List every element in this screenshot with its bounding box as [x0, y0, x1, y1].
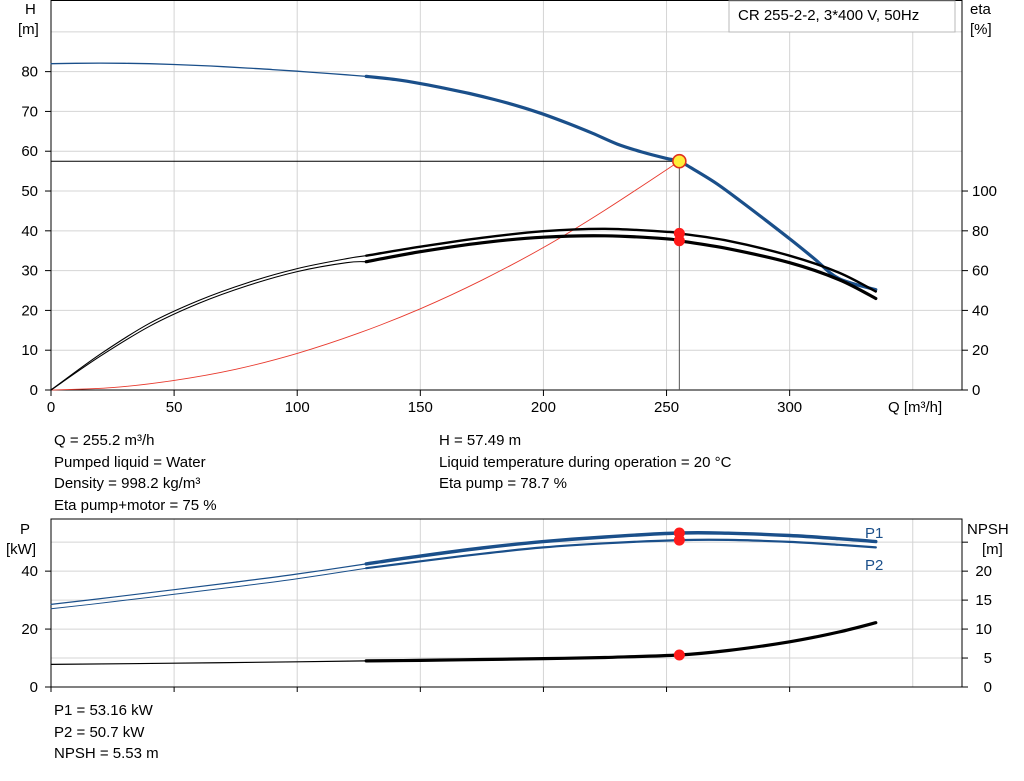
y-left-tick-label: 60: [21, 143, 38, 160]
plot-frames: [50, 0, 963, 688]
info-top-right: H = 57.49 m Liquid temperature during op…: [439, 430, 731, 495]
p-tick-label: 40: [21, 563, 38, 580]
top-ylabel-left-2: [m]: [18, 21, 39, 38]
operating-markers: [672, 153, 687, 661]
x-tick-label: 150: [408, 399, 433, 416]
y-left-tick-label: 70: [21, 103, 38, 120]
bottom-ylabel-right-1: NPSH: [967, 521, 1009, 538]
data-series: [50, 62, 878, 665]
y-left-tick-label: 20: [21, 302, 38, 319]
info-q: Q = 255.2 m³/h: [54, 432, 155, 449]
x-tick-label: 50: [166, 399, 183, 416]
top-plot-frame: [50, 0, 963, 391]
y-right-tick-label: 0: [972, 382, 980, 399]
chart-title: CR 255-2-2, 3*400 V, 50Hz: [738, 7, 919, 24]
npsh-tick-label: 5: [984, 650, 992, 667]
npsh-tick-label: 10: [975, 621, 992, 638]
operating-point-marker: [672, 153, 687, 169]
eta-total-curve-thin: [50, 261, 367, 391]
top-xlabel: Q [m³/h]: [888, 399, 942, 416]
info-bottom: P1 = 53.16 kW P2 = 50.7 kW NPSH = 5.53 m: [54, 700, 159, 765]
npsh-marker: [673, 649, 685, 661]
y-right-tick-label: 20: [972, 342, 989, 359]
bottom-plot-frame: [50, 518, 963, 688]
p1-curve-thin: [50, 563, 367, 605]
info-density: Density = 998.2 kg/m³: [54, 475, 201, 492]
top-ylabel-left-1: H: [25, 1, 36, 18]
npsh-curve-thick: [364, 621, 878, 663]
system-curve: [50, 160, 680, 391]
info-eta-pump-motor: Eta pump+motor = 75 %: [54, 496, 217, 514]
info-top-left: Q = 255.2 m³/h Pumped liquid = Water Den…: [54, 430, 217, 516]
p-tick-label: 20: [21, 621, 38, 638]
top-ylabel-right-2: [%]: [970, 21, 992, 38]
y-left-tick-label: 0: [30, 382, 38, 399]
p-tick-label: 0: [30, 679, 38, 696]
y-left-tick-label: 30: [21, 263, 38, 280]
bottom-ylabel-right-2: [m]: [982, 541, 1003, 558]
eta-total-curve-thick: [364, 234, 878, 301]
head-curve-thin: [50, 62, 367, 78]
grid-lines: [51, 0, 962, 687]
head-curve-thick: [364, 74, 878, 292]
bottom-ylabel-left-2: [kW]: [6, 541, 36, 558]
p1-curve-thick: [364, 530, 878, 566]
x-tick-label: 0: [47, 399, 55, 416]
p1-line-label: P1: [865, 525, 883, 542]
y-left-tick-label: 40: [21, 223, 38, 240]
npsh-tick-label: 15: [975, 592, 992, 609]
info-eta-pump: Eta pump = 78.7 %: [439, 475, 567, 492]
p2-curve-thin: [50, 567, 367, 610]
y-right-tick-label: 60: [972, 263, 989, 280]
eta-pump-curve-outer-thin: [50, 255, 367, 391]
npsh-tick-label: 20: [975, 563, 992, 580]
y-right-tick-label: 100: [972, 183, 997, 200]
x-tick-label: 300: [777, 399, 802, 416]
eta-total-marker: [673, 235, 685, 247]
info-liquid-temperature: Liquid temperature during operation = 20…: [439, 453, 732, 471]
y-right-tick-label: 40: [972, 302, 989, 319]
x-tick-label: 200: [531, 399, 556, 416]
y-left-tick-label: 10: [21, 342, 38, 359]
p2-marker: [673, 534, 685, 546]
tick-labels: 0 50 100 150 200 250 3000102030405060708002040…: [21, 64, 997, 696]
info-pumped-liquid: Pumped liquid = Water: [54, 453, 206, 471]
bottom-ylabel-left-1: P: [20, 521, 30, 538]
npsh-tick-label: 0: [984, 679, 992, 696]
info-h: H = 57.49 m: [439, 432, 522, 449]
y-left-tick-label: 80: [21, 64, 38, 81]
chart-title-box: [728, 0, 956, 33]
npsh-curve-thin: [50, 660, 367, 665]
top-ylabel-right-1: eta: [970, 1, 992, 18]
eta-pump-curve-outer-thick: [365, 227, 877, 293]
info-npsh: NPSH = 5.53 m: [54, 745, 159, 762]
y-right-tick-label: 80: [972, 223, 989, 240]
info-p2: P2 = 50.7 kW: [54, 723, 145, 741]
p2-line-label: P2: [865, 557, 883, 574]
x-tick-label: 250: [654, 399, 679, 416]
info-p1: P1 = 53.16 kW: [54, 702, 153, 719]
p2-curve-thick: [365, 538, 877, 570]
x-tick-label: 100: [285, 399, 310, 416]
y-left-tick-label: 50: [21, 183, 38, 200]
